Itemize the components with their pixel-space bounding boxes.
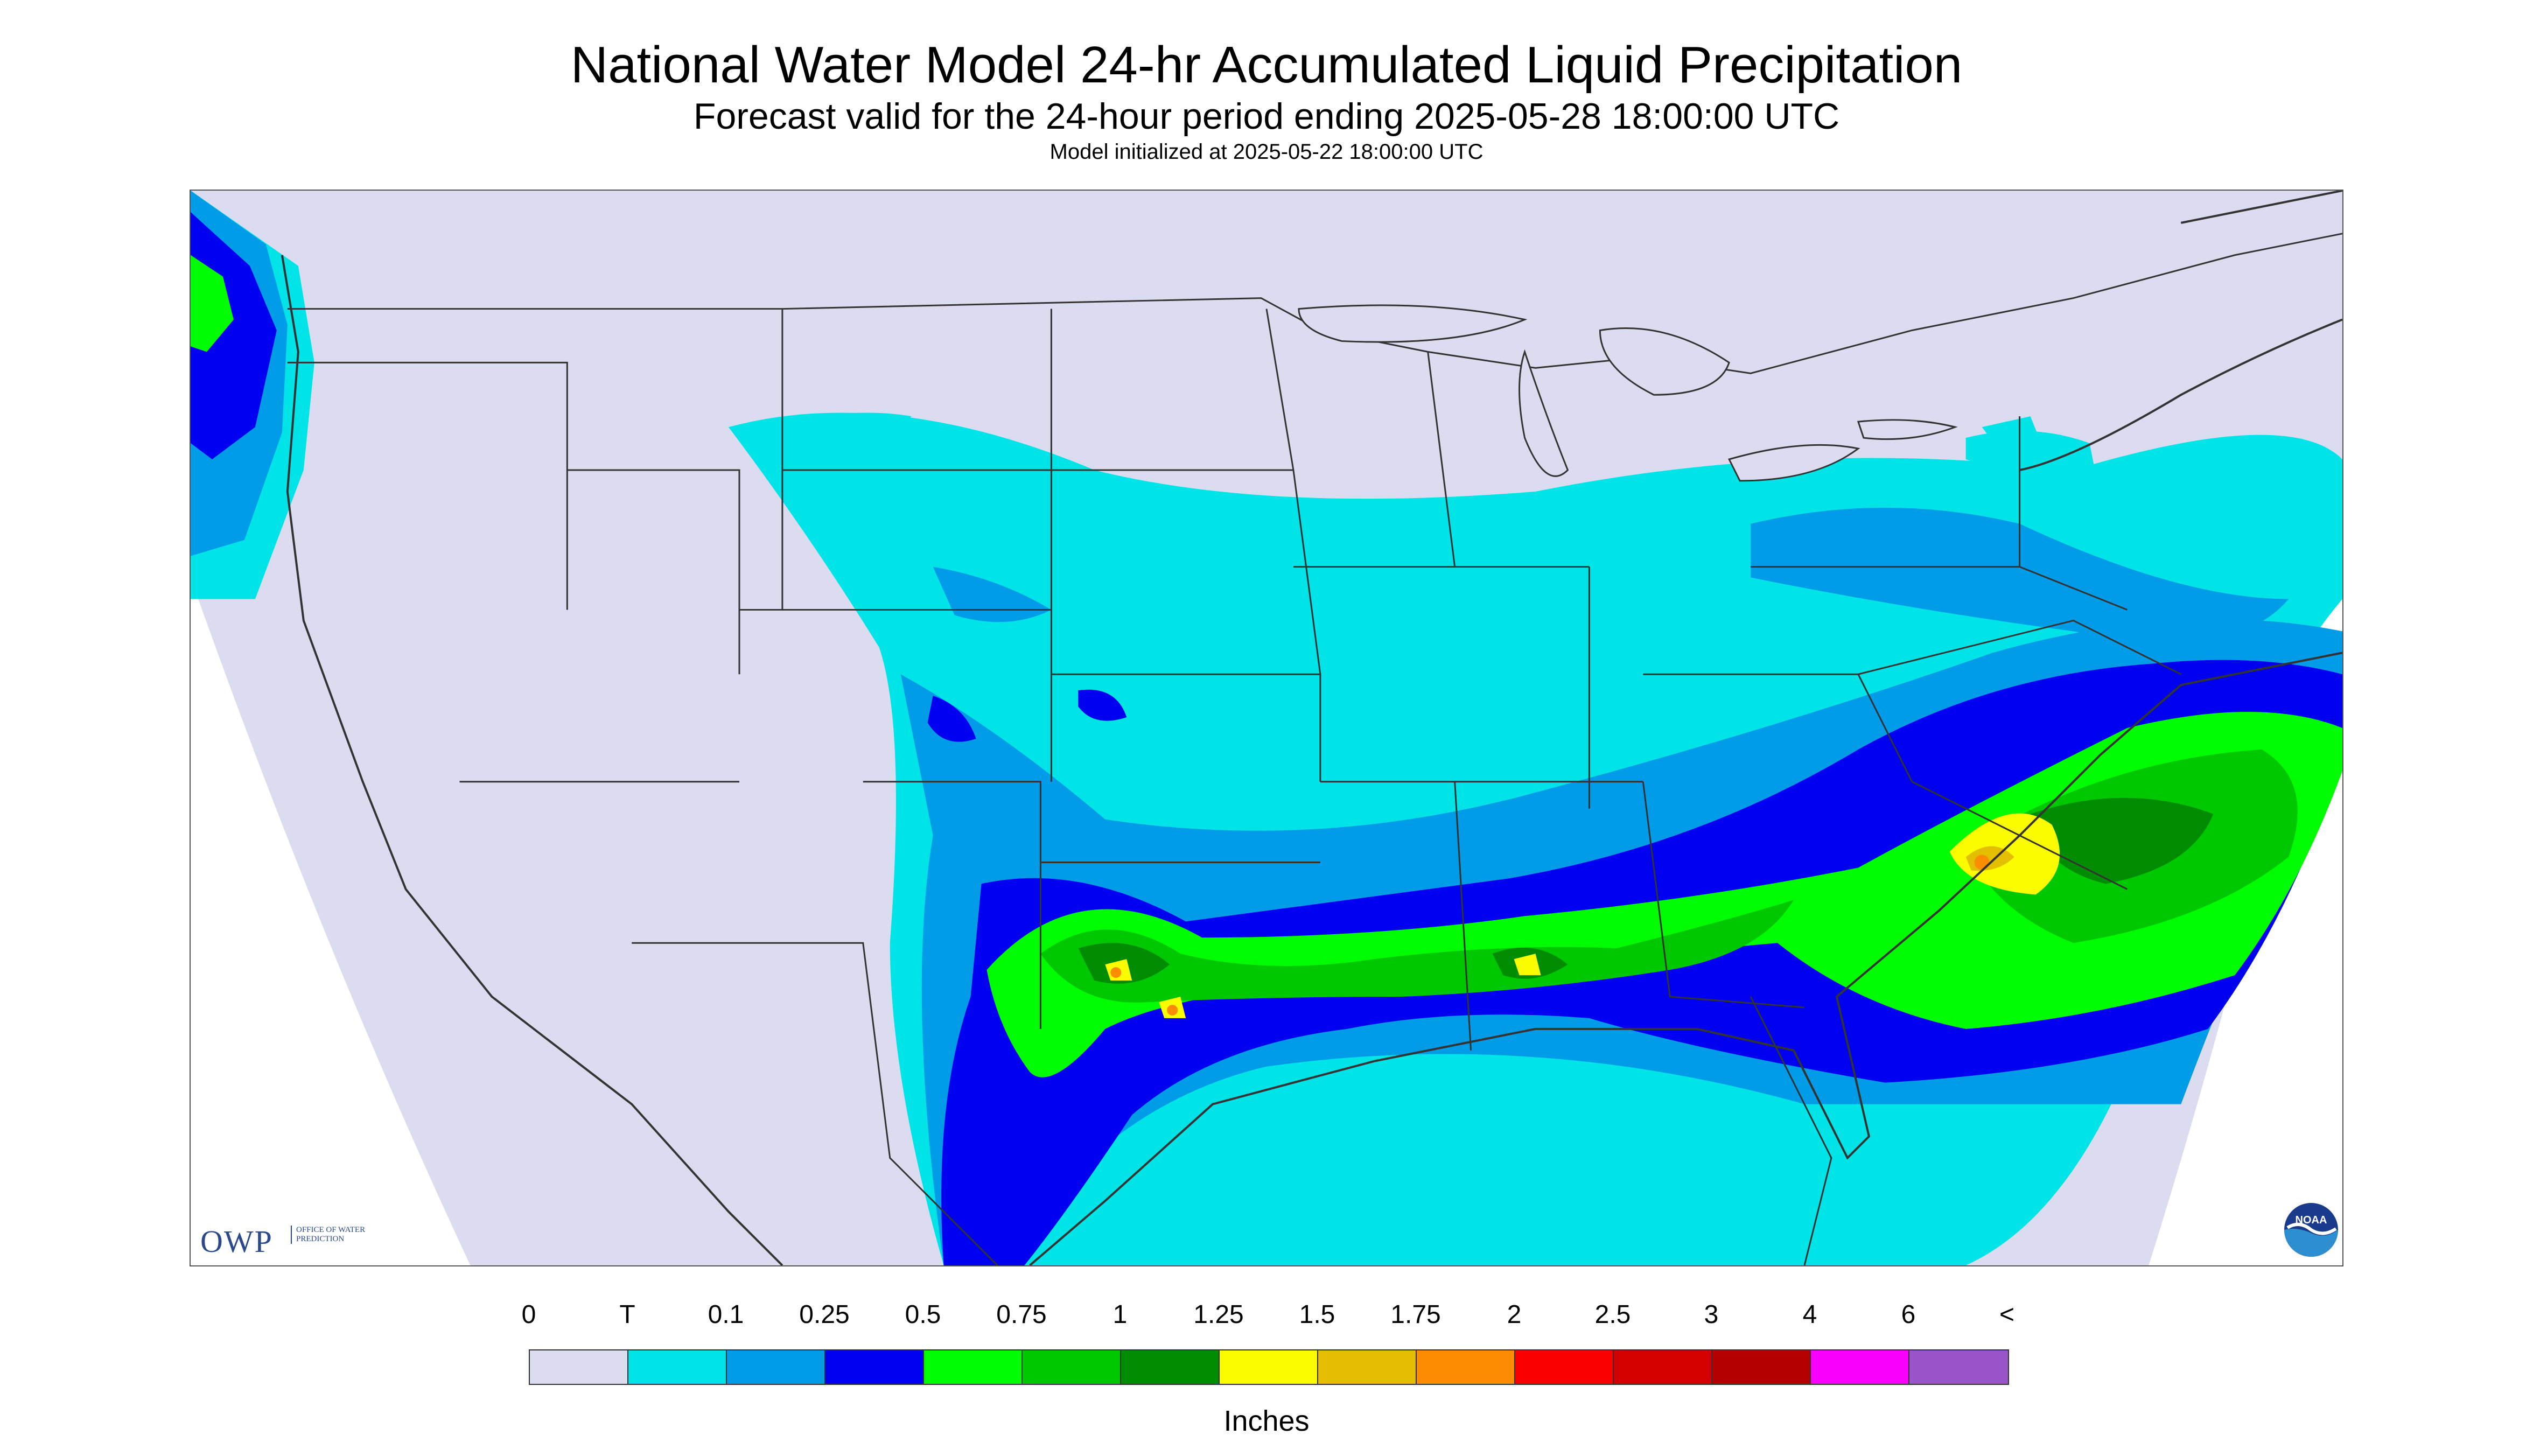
legend-swatch (1515, 1350, 1614, 1384)
legend-label: 2 (1507, 1300, 1522, 1329)
precipitation-map-svg (191, 191, 2342, 1265)
legend-swatch (628, 1350, 727, 1384)
legend-swatch (1712, 1350, 1811, 1384)
legend-label: 0.25 (799, 1300, 850, 1329)
legend-label: 1.5 (1299, 1300, 1335, 1329)
forecast-valid-subtitle: Forecast valid for the 24-hour period en… (693, 96, 1840, 137)
owp-logo-text: OFFICE OF WATER PREDICTION (291, 1226, 372, 1244)
great-lakes (1298, 304, 1958, 482)
legend-label: 6 (1901, 1300, 1916, 1329)
legend-label: 0.1 (708, 1300, 744, 1329)
legend-swatch (1909, 1350, 2008, 1384)
owp-logo-letters: OWP (200, 1224, 273, 1259)
legend-label: 0 (521, 1300, 536, 1329)
legend-label: 1.25 (1193, 1300, 1244, 1329)
legend-swatch (1417, 1350, 1515, 1384)
noaa-logo-icon: NOAA (2284, 1203, 2338, 1257)
legend-label: T (619, 1300, 635, 1329)
legend-swatch (1220, 1350, 1318, 1384)
map-title: National Water Model 24-hr Accumulated L… (570, 36, 1963, 94)
state-boundaries (287, 233, 2342, 1265)
legend-color-bar (529, 1349, 2009, 1385)
legend-label: < (1999, 1300, 2015, 1329)
coastlines (281, 191, 2342, 1265)
legend-swatch (1318, 1350, 1417, 1384)
legend-label: 1 (1112, 1300, 1128, 1329)
precip-1.75-areas (1110, 855, 1990, 1016)
legend-labels: 0 T 0.1 0.25 0.5 0.75 1 1.25 1.5 1.75 2 … (522, 1299, 2026, 1336)
legend-label: 3 (1704, 1300, 1719, 1329)
legend-label: 2.5 (1594, 1300, 1631, 1329)
legend-label: 1.75 (1390, 1300, 1441, 1329)
precipitation-map (190, 190, 2343, 1266)
legend-label: 0.5 (905, 1300, 941, 1329)
legend-swatch (924, 1350, 1023, 1384)
legend-swatch (727, 1350, 825, 1384)
noaa-logo-text: NOAA (2296, 1214, 2327, 1226)
legend-swatch (825, 1350, 924, 1384)
legend-swatch (1811, 1350, 1909, 1384)
legend-swatch (1121, 1350, 1220, 1384)
legend-label: 0.75 (996, 1300, 1047, 1329)
legend-swatch (1614, 1350, 1712, 1384)
legend-swatch (1023, 1350, 1121, 1384)
model-init-label: Model initialized at 2025-05-22 18:00:00… (1049, 140, 1484, 164)
owp-logo: OWP OFFICE OF WATER PREDICTION (200, 1223, 373, 1259)
legend-units-label: Inches (1223, 1405, 1310, 1437)
legend-label: 4 (1802, 1300, 1817, 1329)
legend-swatch (530, 1350, 628, 1384)
